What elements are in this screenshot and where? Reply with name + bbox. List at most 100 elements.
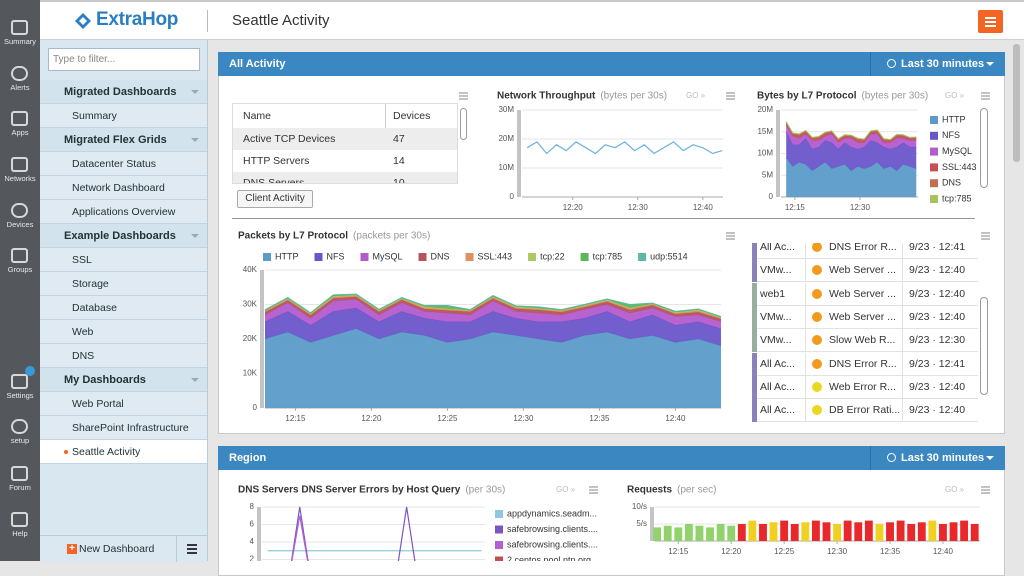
y-tick-label: 5/s <box>636 519 647 528</box>
legend-swatch <box>314 253 323 261</box>
alert-name: DB Error Rati... <box>829 404 901 417</box>
nav-item[interactable]: SharePoint Infrastructure <box>40 416 207 440</box>
sidebar-label[interactable]: Groups <box>7 265 33 274</box>
sidebar-icon <box>11 66 28 81</box>
sidebar-label[interactable]: setup <box>10 436 30 445</box>
nav-section[interactable]: My Dashboards <box>40 368 207 392</box>
alert-row[interactable]: All Ac... DNS Error R... 9/23 · 12:41 <box>752 352 978 376</box>
new-dashboard[interactable]: New Dashboard <box>79 543 155 555</box>
alert-time: 9/23 · 12:40 <box>909 264 966 277</box>
plus-icon: + <box>67 544 77 554</box>
alert-row[interactable]: web1 Web Server ... 9/23 · 12:40 <box>752 282 978 306</box>
nav-item[interactable]: SSL <box>40 248 207 272</box>
sidebar-label[interactable]: Networks <box>4 174 36 183</box>
legend-swatch <box>465 253 474 261</box>
alert-row[interactable]: All Ac... DNS Error R... 9/23 · 12:41 <box>752 243 978 259</box>
legend-swatch <box>930 116 938 124</box>
go-link[interactable]: GO » <box>945 91 965 100</box>
nav-menu-icon[interactable] <box>187 544 197 546</box>
nav-item[interactable]: Storage <box>40 272 207 296</box>
time-range[interactable]: Last 30 minutes <box>901 58 985 70</box>
divider <box>902 282 903 306</box>
sidebar-label[interactable]: Devices <box>6 220 34 229</box>
area-fill <box>265 307 721 346</box>
divider <box>805 259 806 283</box>
divider <box>805 375 806 399</box>
bar <box>833 524 842 541</box>
time-range[interactable]: Last 30 minutes <box>901 452 985 464</box>
bar <box>886 522 894 541</box>
panel-title: Region <box>229 452 267 464</box>
area-fill <box>786 131 917 171</box>
legend-swatch <box>360 253 369 261</box>
go-link[interactable]: GO » <box>556 485 576 494</box>
nav-item[interactable]: Datacenter Status <box>40 152 207 176</box>
panel-header: All Activity Last 30 minutes <box>218 52 1005 76</box>
nav-section[interactable]: Migrated Dashboards <box>40 80 207 104</box>
alert-row[interactable]: VMw... Web Server ... 9/23 · 12:40 <box>752 305 978 329</box>
sidebar-label[interactable]: Settings <box>6 391 34 400</box>
y-tick-label: 4 <box>250 537 255 546</box>
alert-row[interactable]: All Ac... DB Error Rati... 9/23 · 12:40 <box>752 399 978 423</box>
x-tick-label: 12:25 <box>437 414 458 423</box>
sidebar-label[interactable]: Summary <box>3 37 37 46</box>
nav-item[interactable]: Summary <box>40 104 207 128</box>
alert-time: 9/23 · 12:41 <box>909 243 966 253</box>
sidebar-label[interactable]: Alerts <box>10 83 30 92</box>
x-tick-label: 12:20 <box>563 203 584 212</box>
y-tick-label: 10K <box>243 369 258 378</box>
alert-time: 9/23 · 12:40 <box>909 404 966 417</box>
y-tick-label: 6 <box>250 520 255 529</box>
alert-row[interactable]: All Ac... Web Error R... 9/23 · 12:40 <box>752 375 978 399</box>
table-row <box>233 150 457 172</box>
nav-item[interactable]: Web Portal <box>40 392 207 416</box>
nav-section[interactable]: Example Dashboards <box>40 224 207 248</box>
menu-icon <box>985 17 996 19</box>
nav-section[interactable]: Migrated Flex Grids <box>40 128 207 152</box>
bar <box>928 520 937 541</box>
nav-item[interactable]: Network Dashboard <box>40 176 207 200</box>
caret <box>986 62 994 70</box>
x-tick-label: 12:35 <box>589 414 610 423</box>
nav-item[interactable]: Seattle Activity <box>40 440 207 464</box>
alert-source: VMw... <box>760 264 792 277</box>
alert-row[interactable]: VMw... Slow Web R... 9/23 · 12:30 <box>752 329 978 353</box>
icon-bar: Summary Alerts Apps Networks Devices Groups Se… <box>0 0 40 561</box>
nav-item[interactable]: Applications Overview <box>40 200 207 224</box>
alert-source: web1 <box>760 287 786 300</box>
scrollbar[interactable] <box>1013 44 1020 162</box>
sidebar-label[interactable]: Apps <box>11 128 29 137</box>
y-tick-label: 20M <box>498 134 514 143</box>
legend-swatch <box>418 253 427 261</box>
legend-swatch <box>495 510 503 518</box>
go-link[interactable]: GO » <box>686 91 706 100</box>
axis-bar <box>650 507 654 541</box>
nav-item[interactable]: DNS <box>40 344 207 368</box>
bar <box>801 522 810 541</box>
filter-input[interactable]: Type to filter... <box>48 48 200 71</box>
chart-subtitle: (packets per 30s) <box>353 231 430 242</box>
sidebar-label[interactable]: Help <box>12 529 28 538</box>
legend-label: udp:5514 <box>650 251 688 261</box>
nav-item[interactable]: Database <box>40 296 207 320</box>
chart-subtitle: (bytes per 30s) <box>861 91 928 102</box>
menu-button[interactable] <box>978 10 1003 33</box>
active-dot <box>64 450 68 454</box>
alert-source: VMw... <box>760 310 792 323</box>
alert-row[interactable]: VMw... Web Server ... 9/23 · 12:40 <box>752 259 978 283</box>
alert-source: All Ac... <box>760 404 796 417</box>
sidebar-label[interactable]: Forum <box>9 483 31 492</box>
legend-label: tcp:785 <box>593 251 623 261</box>
alerts-list: All Ac... DNS Error R... 9/23 · 12:41 VMw..… <box>752 243 978 425</box>
nav-item[interactable]: Web <box>40 320 207 344</box>
button[interactable]: Client Activity <box>237 190 313 208</box>
bar <box>674 527 683 541</box>
go-link[interactable]: GO » <box>945 485 965 494</box>
scrollbar[interactable] <box>980 297 988 395</box>
bar <box>939 524 947 541</box>
scrollbar[interactable] <box>460 108 467 140</box>
sidebar-icon <box>11 20 28 35</box>
alert-name: Web Server ... <box>829 264 896 277</box>
bar <box>949 522 958 541</box>
scrollbar[interactable] <box>980 108 988 188</box>
